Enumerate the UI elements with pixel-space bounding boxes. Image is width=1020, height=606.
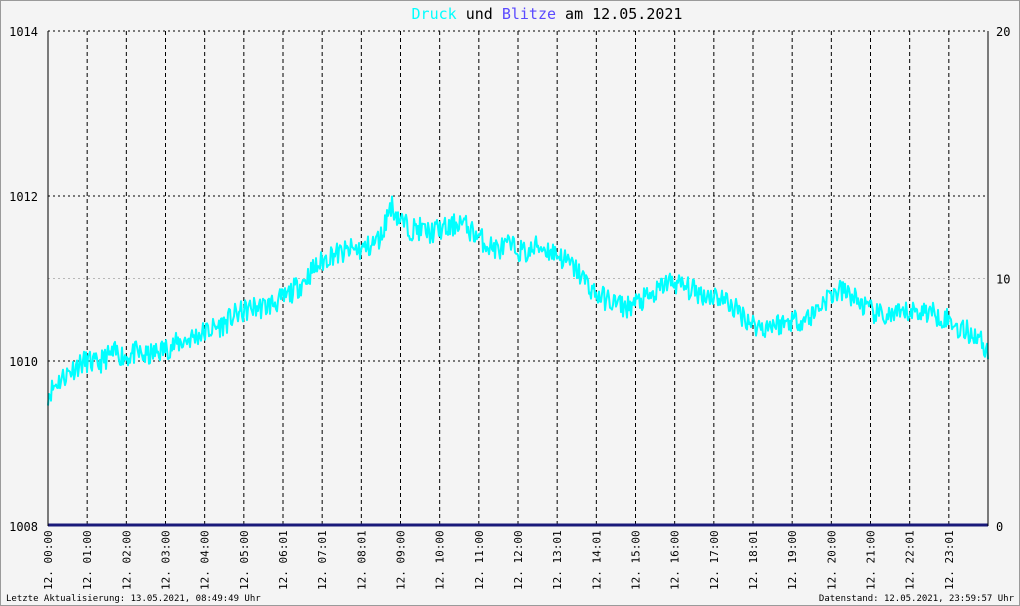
y-left-tick-labels: 1008 1010 1012 1014 (9, 25, 38, 534)
y-right-tick-labels: 0 10 20 (996, 25, 1010, 534)
x-tick-label: 12. 12:00 (512, 530, 525, 590)
x-tick-label: 12. 22:01 (904, 530, 917, 590)
x-tick-label: 12. 07:01 (316, 530, 329, 590)
footer-last-update: Letzte Aktualisierung: 13.05.2021, 08:49… (6, 594, 261, 604)
x-tick-label: 12. 18:01 (747, 530, 760, 590)
title-blitze: Blitze (502, 5, 556, 23)
x-tick-label: 12. 17:00 (708, 530, 721, 590)
title-date: am 12.05.2021 (556, 5, 682, 23)
x-tick-label: 12. 23:01 (943, 530, 956, 590)
y-left-tick-label: 1008 (9, 520, 38, 534)
title-und: und (457, 5, 502, 23)
axes (47, 31, 989, 526)
series-layer (47, 195, 989, 527)
x-tick-label: 12. 16:00 (669, 530, 682, 590)
x-tick-label: 12. 21:00 (865, 530, 878, 590)
x-tick-label: 12. 19:00 (786, 530, 799, 590)
grid-lines (48, 30, 988, 526)
x-tick-label: 12. 05:00 (238, 530, 251, 590)
y-left-tick-label: 1012 (9, 190, 38, 204)
x-tick-label: 12. 08:01 (355, 530, 368, 590)
y-left-tick-label: 1014 (9, 25, 38, 39)
x-tick-label: 12. 02:00 (120, 530, 133, 590)
x-tick-label: 12. 14:01 (590, 530, 603, 590)
footer-data-status: Datenstand: 12.05.2021, 23:59:57 Uhr (819, 594, 1015, 604)
x-tick-label: 12. 09:00 (395, 530, 408, 590)
x-tick-label: 12. 03:00 (160, 530, 173, 590)
x-tick-label: 12. 13:01 (551, 530, 564, 590)
x-tick-label: 12. 11:00 (473, 530, 486, 590)
title-druck: Druck (412, 5, 457, 23)
y-right-tick-label: 20 (996, 25, 1010, 39)
x-tick-label: 12. 20:00 (825, 530, 838, 590)
x-tick-label: 12. 06:01 (277, 530, 290, 590)
x-tick-label: 12. 15:00 (630, 530, 643, 590)
x-tick-label: 12. 00:00 (42, 530, 55, 590)
y-right-tick-label: 10 (996, 273, 1010, 287)
x-tick-label: 12. 10:00 (434, 530, 447, 590)
y-right-tick-label: 0 (996, 520, 1003, 534)
x-tick-label: 12. 01:00 (81, 530, 94, 590)
x-tick-label: 12. 04:00 (199, 530, 212, 590)
series-druck-line (47, 195, 989, 406)
chart-title: Druck und Blitze am 12.05.2021 (412, 5, 683, 23)
y-left-tick-label: 1010 (9, 355, 38, 369)
x-tick-labels: 12. 00:00 12. 01:00 12. 02:00 12. 03:00 12. … (42, 530, 956, 590)
